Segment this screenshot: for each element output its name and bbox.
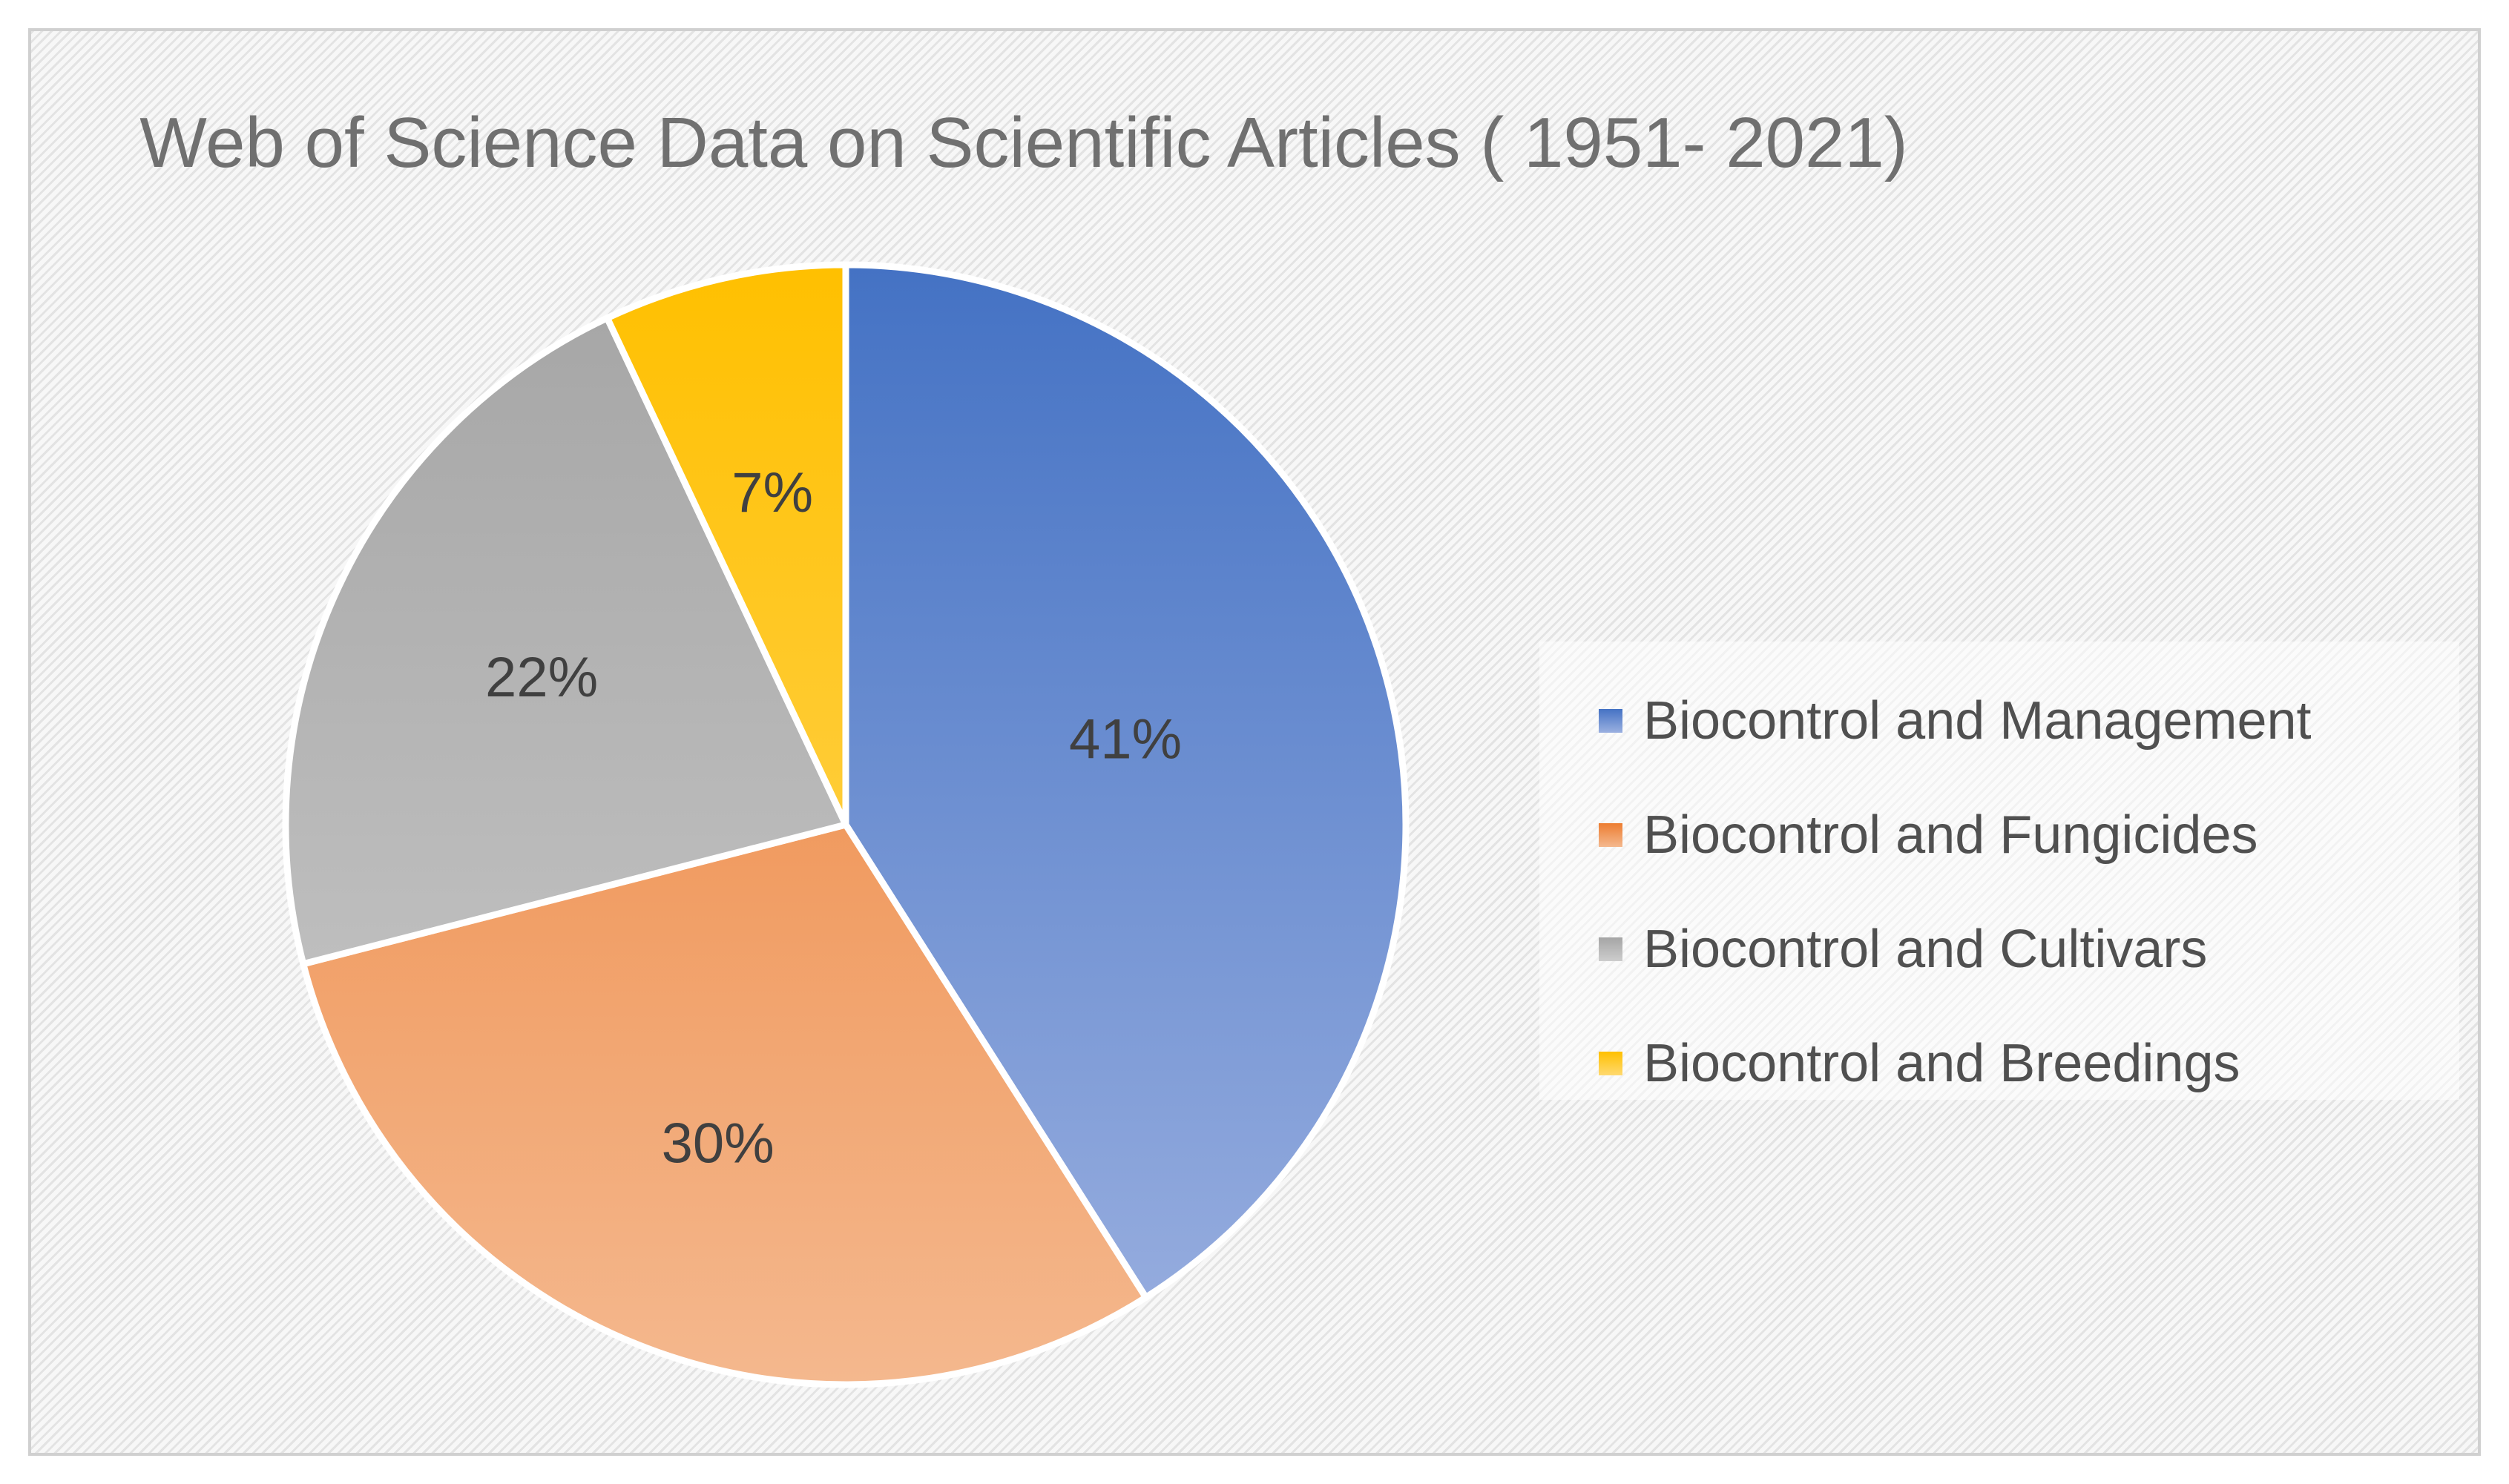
legend: Biocontrol and Management Biocontrol and … (1539, 642, 2459, 1100)
data-label-breedings: 7% (731, 461, 813, 524)
legend-label-management: Biocontrol and Management (1643, 691, 2312, 751)
pie-slice-breedings[interactable] (604, 261, 849, 828)
pie-slice-fungicides[interactable] (300, 821, 1150, 1388)
legend-swatch-breedings (1599, 1052, 1622, 1075)
data-label-cultivars: 22% (485, 646, 598, 709)
legend-label-cultivars: Biocontrol and Cultivars (1643, 920, 2208, 979)
data-label-fungicides: 30% (662, 1112, 775, 1175)
data-label-management: 41% (1069, 708, 1182, 771)
legend-item-breedings[interactable]: Biocontrol and Breedings (1599, 1006, 2459, 1121)
pie-slice-cultivars[interactable] (282, 314, 849, 968)
legend-item-fungicides[interactable]: Biocontrol and Fungicides (1599, 778, 2459, 892)
legend-swatch-fungicides (1599, 823, 1622, 847)
legend-swatch-cultivars (1599, 937, 1622, 961)
legend-label-fungicides: Biocontrol and Fungicides (1643, 805, 2258, 865)
chart-title: Web of Science Data on Scientific Articl… (139, 103, 1908, 182)
legend-item-cultivars[interactable]: Biocontrol and Cultivars (1599, 892, 2459, 1006)
legend-item-management[interactable]: Biocontrol and Management (1599, 664, 2459, 778)
legend-label-breedings: Biocontrol and Breedings (1643, 1034, 2240, 1093)
legend-swatch-management (1599, 709, 1622, 733)
